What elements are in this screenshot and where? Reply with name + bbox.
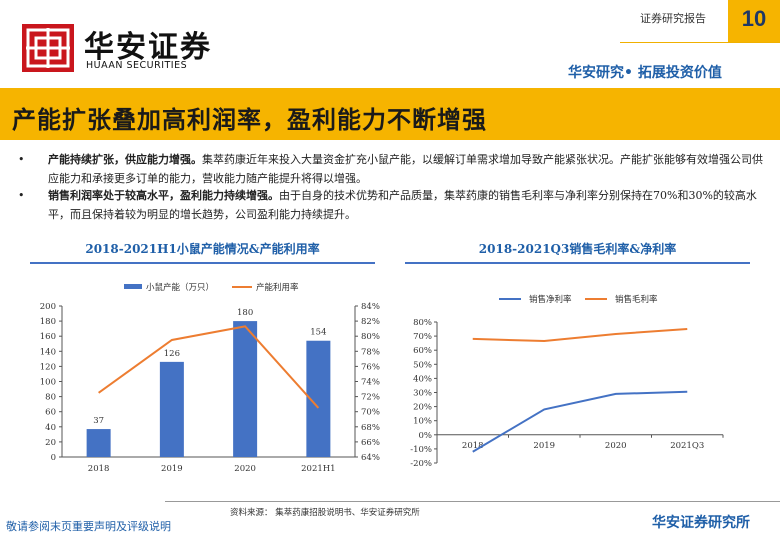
chart1-right-tick-label: 70% [361,408,380,418]
chart1-left-tick-label: 200 [40,302,56,312]
chart2-y-tick-label: -20% [410,459,432,469]
logo-emblem [22,24,74,72]
chart1-right-tick-label: 64% [361,453,380,463]
footer-brand: 华安证券研究所 [652,515,750,531]
chart2-legend-label: 销售毛利率 [615,294,658,305]
chart2-legend-label: 销售净利率 [529,294,572,305]
chart2-x-tick-label: 2018 [462,441,484,451]
chart1-canvas: 0 20 40 60 80 100 120 140 160 180 200 64% 66% 68% 70% 7… [40,282,380,474]
bullet-heading: 产能持续扩张，供应能力增强。 [48,153,202,166]
bullet-dot-icon: • [18,153,25,166]
chart1-line-series [98,325,320,409]
chart1-left-tick-label: 100 [40,378,56,388]
chart1-data-label: 37 [93,416,104,426]
page-title: 产能扩张叠加高利润率，盈利能力不断增强 [12,105,487,134]
title-bar [0,88,780,140]
chart2-x-tick-label: 2021Q3 [670,441,704,451]
chart2-x-tick-label: 2019 [533,441,555,451]
chart1-bar [233,321,258,457]
chart1-x-tick-label: 2020 [234,464,256,474]
source-divider [165,501,780,502]
chart1-right-tick-label: 80% [361,332,380,342]
logo-english: HUAAN SECURITIES [86,60,188,71]
chart2-line-series [472,328,688,343]
disclaimer-link[interactable]: 敬请参阅末页重要声明及评级说明 [6,520,171,533]
chart1-x-tick-label: 2019 [161,464,183,474]
bullet-item: • 产能持续扩张，供应能力增强。集萃药康近年来投入大量资金扩充小鼠产能，以缓解订… [18,150,770,190]
chart1-bar [159,361,184,457]
chart2-x-tick-label: 2020 [605,441,627,451]
chart1-left-tick-label: 20 [45,438,56,448]
chart2-y-tick-label: 20% [413,403,432,413]
bullet-body: 产能持续扩张，供应能力增强。集萃药康近年来投入大量资金扩充小鼠产能，以缓解订单需… [48,150,768,188]
chart1-data-label: 126 [164,349,180,359]
chart1-data-label: 154 [310,328,326,338]
chart1-right-tick-label: 82% [361,317,380,327]
chart2-title: 2018-2021Q3销售毛利率&净利率 [478,242,677,256]
bullet-item: • 销售利润率处于较高水平，盈利能力持续增强。由于自身的技术优势和产品质量，集萃… [18,186,770,226]
bullet-text: 集萃药康近年来投入大量资金扩充小鼠产能，以缓解订单需求增加导致产能紧张状况。产能… [48,153,763,185]
chart1-left-tick-label: 40 [45,423,56,433]
chart1-bar [86,429,111,457]
chart1-right-tick-label: 72% [361,393,380,403]
chart2-y-tick-label: 0% [419,431,433,441]
page-number-badge [728,0,780,42]
chart1-left-tick-label: 60 [45,408,56,418]
chart1-title-rule [30,262,375,264]
chart1-right-tick-label: 66% [361,438,380,448]
chart1-left-tick-label: 160 [40,332,56,342]
chart1-legend-label: 产能利用率 [256,282,299,293]
logo-wordmark: 华安证券 [84,30,212,65]
chart1-right-tick-label: 76% [361,362,380,372]
chart1-data-label: 180 [237,308,253,318]
logo-emblem-icon [22,24,74,72]
bullet-heading: 销售利润率处于较高水平，盈利能力持续增强。 [48,189,279,202]
bullet-body: 销售利润率处于较高水平，盈利能力持续增强。由于自身的技术优势和产品质量，集萃药康… [48,186,768,224]
page-number: 10 [741,6,767,31]
chart1-legend-swatch-bar [124,284,142,289]
chart2-y-tick-label: 10% [413,417,432,427]
chart2-y-tick-label: -10% [410,445,432,455]
chart1-x-tick-label: 2018 [88,464,110,474]
chart2-y-tick-label: 80% [413,318,432,328]
chart2-y-tick-label: 60% [413,346,432,356]
chart1-left-tick-label: 140 [40,347,56,357]
chart1-title: 2018-2021H1小鼠产能情况&产能利用率 [85,242,320,256]
source-note: 资料来源： 集萃药康招股说明书、华安证券研究所 [230,508,420,518]
chart2-line-series [472,390,688,453]
chart1-left-tick-label: 120 [40,362,56,372]
chart2-y-tick-label: 40% [413,374,432,384]
chart1-x-tick-label: 2021H1 [301,464,335,474]
doc-type-label: 证券研究报告 [640,12,706,25]
chart2-y-tick-label: 70% [413,332,432,342]
chart1-legend-label: 小鼠产能（万只） [146,282,214,293]
chart1-right-tick-label: 74% [361,378,380,388]
chart2-y-tick-label: 30% [413,389,432,399]
chart2-y-tick-label: 50% [413,360,432,370]
header-tagline: 华安研究• 拓展投资价值 [568,65,722,81]
bullet-dot-icon: • [18,189,25,202]
chart2-canvas: -20% -10% 0% 10% 20% 30% 40% 50% 60% 70% 80% 2018 20… [410,294,724,469]
chart1-left-tick-label: 0 [51,453,56,463]
header-divider [620,42,780,43]
chart1-left-tick-label: 80 [45,393,56,403]
chart2-title-rule [405,262,750,264]
chart1-right-tick-label: 84% [361,302,380,312]
bullet-text: 由于自身的技术优势和产品质量，集萃药康的销售毛利率与净利率分别保持在70%和30… [48,189,757,221]
chart1-left-tick-label: 180 [40,317,56,327]
chart1-right-tick-label: 68% [361,423,380,433]
chart1-right-tick-label: 78% [361,347,380,357]
